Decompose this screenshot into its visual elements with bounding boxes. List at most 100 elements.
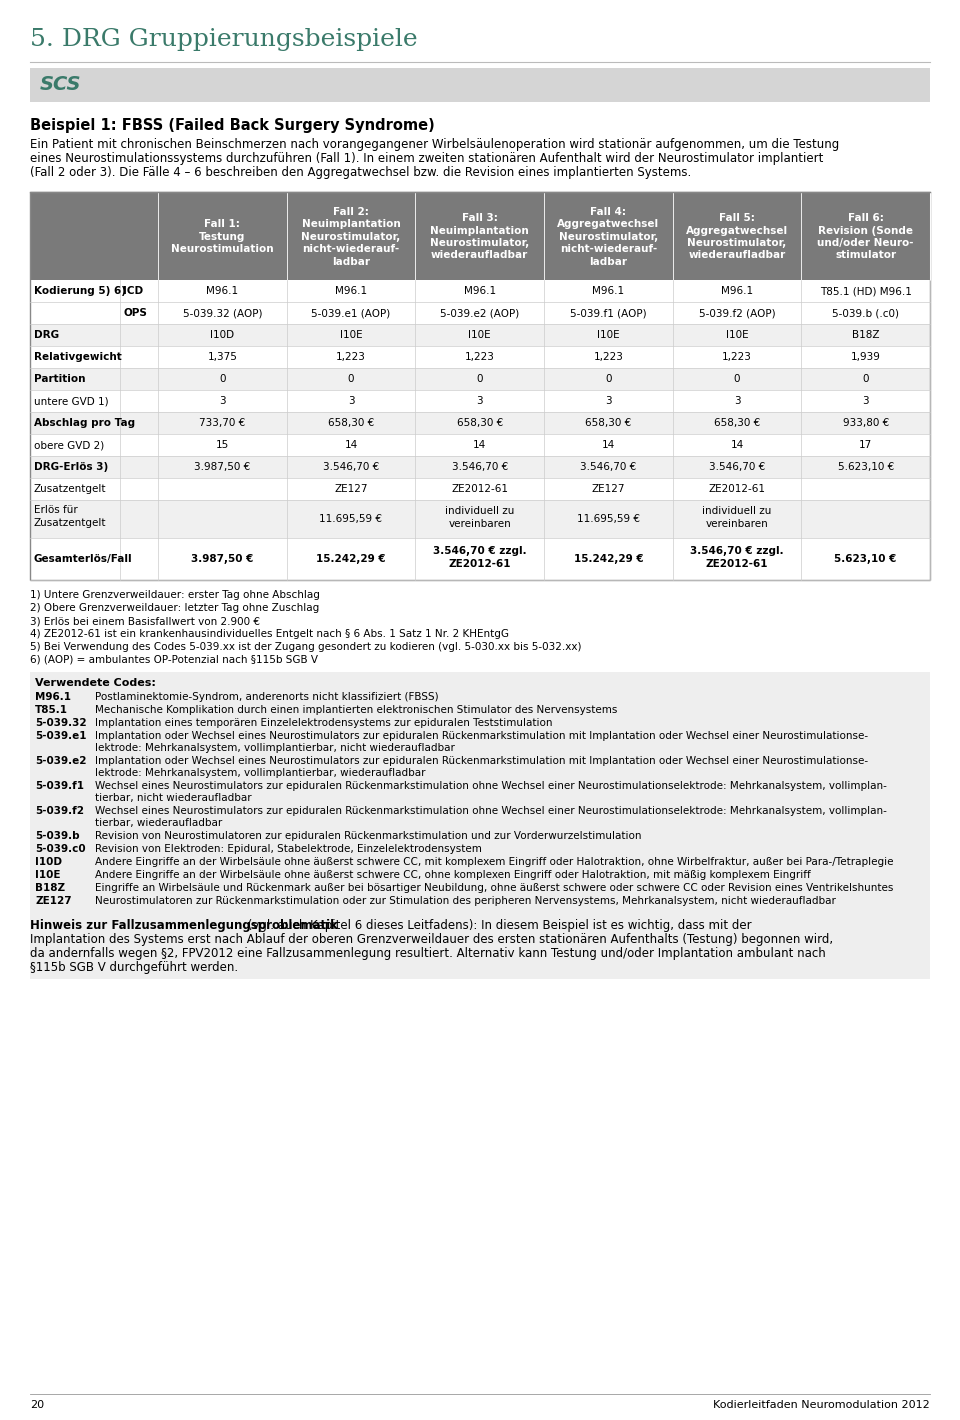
Text: ICD: ICD (123, 285, 143, 295)
Text: Zusatzentgelt: Zusatzentgelt (34, 518, 107, 528)
Text: Implantation eines temporären Einzelelektrodensystems zur epiduralen Teststimula: Implantation eines temporären Einzelelek… (95, 719, 553, 728)
Text: 3.546,70 €: 3.546,70 € (580, 462, 636, 471)
Text: Erlös für: Erlös für (34, 506, 78, 515)
Text: lektrode: Mehrkanalsystem, vollimplantierbar, wiederaufladbar: lektrode: Mehrkanalsystem, vollimplantie… (95, 768, 425, 778)
Bar (30, 391, 930, 412)
Text: 658,30 €: 658,30 € (586, 417, 632, 427)
Text: (Fall 2 oder 3). Die Fälle 4 – 6 beschreiben den Aggregatwechsel bzw. die Revisi: (Fall 2 oder 3). Die Fälle 4 – 6 beschre… (30, 166, 691, 179)
Text: 3.987,50 €: 3.987,50 € (194, 462, 251, 471)
Text: Partition: Partition (34, 373, 85, 383)
Text: 3: 3 (219, 396, 226, 406)
Text: 5.623,10 €: 5.623,10 € (837, 462, 894, 471)
Text: Relativgewicht: Relativgewicht (34, 352, 122, 362)
Text: 4) ZE2012-61 ist ein krankenhausindividuelles Entgelt nach § 6 Abs. 1 Satz 1 Nr.: 4) ZE2012-61 ist ein krankenhausindividu… (30, 629, 509, 639)
Text: 15.242,29 €: 15.242,29 € (316, 554, 386, 564)
Text: 3: 3 (605, 396, 612, 406)
Text: Abschlag pro Tag: Abschlag pro Tag (34, 417, 135, 427)
Text: Andere Eingriffe an der Wirbelsäule ohne äußerst schwere CC, ohne komplexen Eing: Andere Eingriffe an der Wirbelsäule ohne… (95, 870, 811, 880)
Text: 3.546,70 €: 3.546,70 € (451, 462, 508, 471)
Bar (30, 672, 930, 978)
Text: Andere Eingriffe an der Wirbelsäule ohne äußerst schwere CC, mit komplexem Eingr: Andere Eingriffe an der Wirbelsäule ohne… (95, 858, 894, 868)
Text: M96.1: M96.1 (35, 692, 71, 701)
Text: 5-039.e2 (AOP): 5-039.e2 (AOP) (440, 308, 519, 318)
Text: 5-039.f2: 5-039.f2 (35, 807, 84, 816)
Text: 17: 17 (859, 440, 873, 450)
Text: eines Neurostimulationssystems durchzuführen (Fall 1). In einem zweiten stationä: eines Neurostimulationssystems durchzufü… (30, 152, 824, 165)
Text: 3: 3 (348, 396, 354, 406)
Text: Aggregatwechsel: Aggregatwechsel (686, 226, 788, 236)
Text: Fall 1:: Fall 1: (204, 219, 240, 229)
Text: 1,223: 1,223 (722, 352, 752, 362)
Text: individuell zu: individuell zu (445, 506, 515, 515)
Text: Eingriffe an Wirbelsäule und Rückenmark außer bei bösartiger Neubildung, ohne äu: Eingriffe an Wirbelsäule und Rückenmark … (95, 883, 894, 893)
Text: Testung: Testung (199, 231, 246, 241)
Text: Revision (Sonde: Revision (Sonde (818, 226, 913, 236)
Text: I10E: I10E (597, 329, 619, 339)
Text: M96.1: M96.1 (335, 285, 367, 295)
Text: individuell zu: individuell zu (703, 506, 772, 515)
Bar (30, 192, 930, 579)
Text: Fall 3:: Fall 3: (462, 213, 497, 223)
Text: stimulator: stimulator (835, 250, 897, 260)
Text: 15: 15 (216, 440, 228, 450)
Text: Neurostimulation: Neurostimulation (171, 244, 274, 254)
Text: B18Z: B18Z (35, 883, 65, 893)
Text: 14: 14 (345, 440, 358, 450)
Text: ladbar: ladbar (589, 257, 627, 267)
Text: ZE2012-61: ZE2012-61 (448, 559, 511, 569)
Text: 1,939: 1,939 (851, 352, 880, 362)
Text: Neurostimulatoren zur Rückenmarkstimulation oder zur Stimulation des peripheren : Neurostimulatoren zur Rückenmarkstimulat… (95, 896, 836, 906)
Text: Kodierung 5) 6): Kodierung 5) 6) (34, 285, 126, 295)
Text: I10E: I10E (35, 870, 60, 880)
Text: T85.1 (HD) M96.1: T85.1 (HD) M96.1 (820, 285, 912, 295)
Text: Neurostimulator,: Neurostimulator, (559, 231, 658, 241)
Text: DRG-Erlös 3): DRG-Erlös 3) (34, 462, 108, 471)
Text: 5-039.f1 (AOP): 5-039.f1 (AOP) (570, 308, 647, 318)
Text: 1,223: 1,223 (465, 352, 494, 362)
Text: 3.987,50 €: 3.987,50 € (191, 554, 253, 564)
Text: M96.1: M96.1 (721, 285, 753, 295)
Text: untere GVD 1): untere GVD 1) (34, 396, 108, 406)
Text: 0: 0 (476, 373, 483, 383)
Text: Revision von Neurostimulatoren zur epiduralen Rückenmarkstimulation und zur Vord: Revision von Neurostimulatoren zur epidu… (95, 831, 641, 841)
Text: Fall 6:: Fall 6: (848, 213, 883, 223)
Text: Gesamterlös/Fall: Gesamterlös/Fall (34, 554, 132, 564)
Text: 11.695,59 €: 11.695,59 € (577, 514, 639, 524)
Text: I10D: I10D (35, 858, 62, 868)
Bar (30, 479, 930, 500)
Text: Hinweis zur Fallzusammenlegungsproblematik: Hinweis zur Fallzusammenlegungsproblemat… (30, 919, 338, 932)
Text: 5-039.b: 5-039.b (35, 831, 80, 841)
Text: 5-039.32: 5-039.32 (35, 719, 86, 728)
Text: 5-039.e1 (AOP): 5-039.e1 (AOP) (311, 308, 391, 318)
Text: M96.1: M96.1 (592, 285, 624, 295)
Text: Kodierleitfaden Neuromodulation 2012: Kodierleitfaden Neuromodulation 2012 (713, 1400, 930, 1410)
Bar (30, 368, 930, 391)
Text: 5-039.b (.c0): 5-039.b (.c0) (832, 308, 900, 318)
Text: 658,30 €: 658,30 € (457, 417, 503, 427)
Text: 0: 0 (862, 373, 869, 383)
Text: 15.242,29 €: 15.242,29 € (573, 554, 643, 564)
Text: 733,70 €: 733,70 € (200, 417, 246, 427)
Text: §115b SGB V durchgeführt werden.: §115b SGB V durchgeführt werden. (30, 961, 238, 974)
Bar (30, 280, 930, 302)
Bar (30, 412, 930, 435)
Text: 3.546,70 €: 3.546,70 € (323, 462, 379, 471)
Text: 5-039.e1: 5-039.e1 (35, 731, 86, 741)
Text: I10E: I10E (340, 329, 362, 339)
Text: Neurostimulator,: Neurostimulator, (301, 231, 400, 241)
Text: da andernfalls wegen §2, FPV2012 eine Fallzusammenlegung resultiert. Alternativ : da andernfalls wegen §2, FPV2012 eine Fa… (30, 947, 826, 960)
Bar (30, 435, 930, 456)
Text: Beispiel 1: FBSS (Failed Back Surgery Syndrome): Beispiel 1: FBSS (Failed Back Surgery Sy… (30, 118, 435, 133)
Text: I10E: I10E (468, 329, 491, 339)
Text: DRG: DRG (34, 329, 60, 339)
Text: Fall 4:: Fall 4: (590, 207, 626, 217)
Text: Implantation oder Wechsel eines Neurostimulators zur epiduralen Rückenmarkstimul: Implantation oder Wechsel eines Neurosti… (95, 731, 868, 741)
Text: Implantation des Systems erst nach Ablauf der oberen Grenzverweildauer des erste: Implantation des Systems erst nach Ablau… (30, 933, 833, 946)
Text: 3: 3 (733, 396, 740, 406)
Text: Implantation oder Wechsel eines Neurostimulators zur epiduralen Rückenmarkstimul: Implantation oder Wechsel eines Neurosti… (95, 755, 868, 765)
Text: SCS: SCS (40, 75, 82, 95)
Text: 0: 0 (733, 373, 740, 383)
Text: Mechanische Komplikation durch einen implantierten elektronischen Stimulator des: Mechanische Komplikation durch einen imp… (95, 704, 617, 716)
Text: OPS: OPS (123, 308, 147, 318)
Text: nicht-wiederauf-: nicht-wiederauf- (560, 244, 657, 254)
